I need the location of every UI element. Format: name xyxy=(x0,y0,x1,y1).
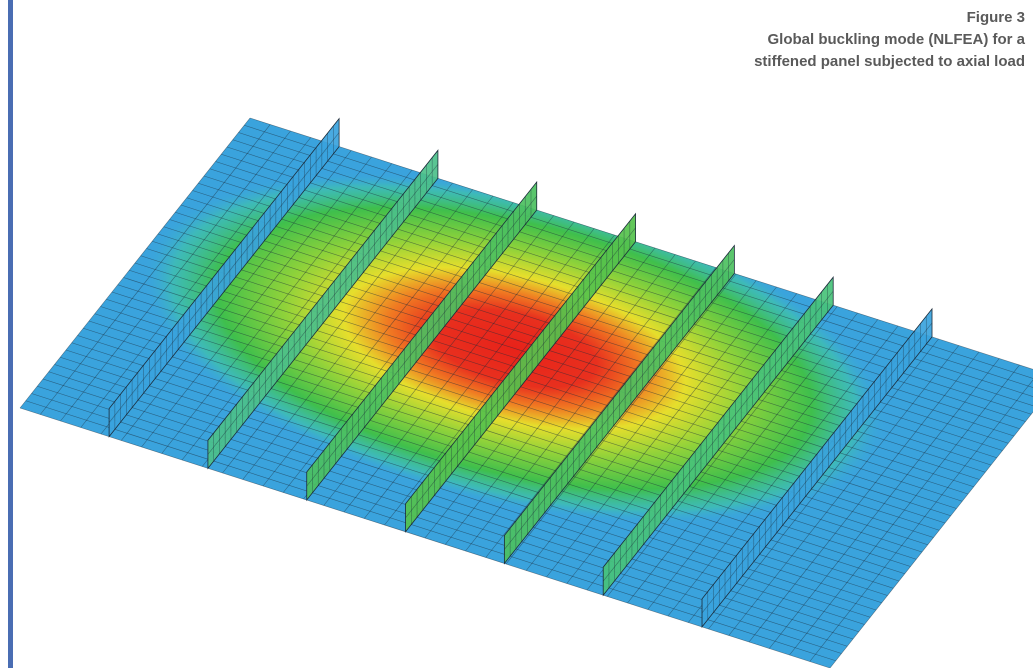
figure-label: Figure 3 xyxy=(967,9,1025,26)
caption-line: Global buckling mode (NLFEA) for a xyxy=(767,31,1025,48)
figure: Figure 3 Global buckling mode (NLFEA) fo… xyxy=(0,0,1033,668)
side-bar xyxy=(8,0,13,668)
caption-line: stiffened panel subjected to axial load xyxy=(754,53,1025,70)
